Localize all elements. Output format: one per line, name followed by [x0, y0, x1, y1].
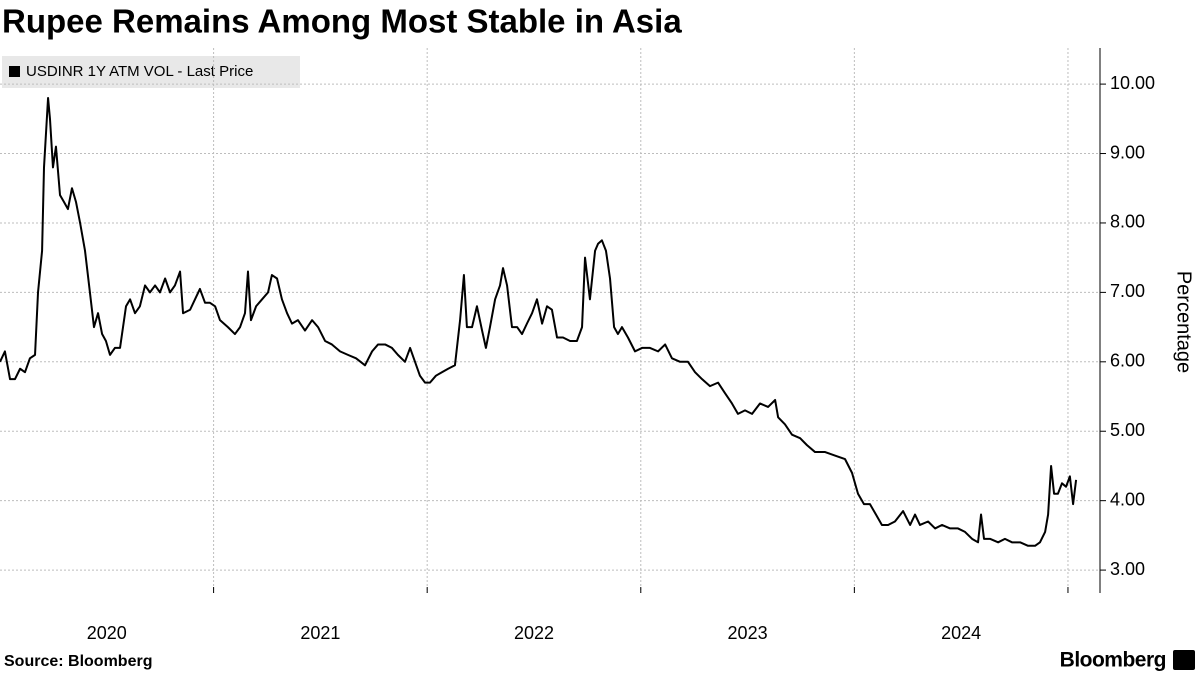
legend-box: [2, 56, 300, 88]
x-tick-label: 2021: [300, 623, 340, 643]
y-tick-label: 5.00: [1110, 420, 1145, 440]
source: Source: Bloomberg: [4, 653, 152, 670]
x-tick-label: 2023: [728, 623, 768, 643]
y-tick-label: 6.00: [1110, 351, 1145, 371]
y-axis-label: Percentage: [1173, 271, 1195, 373]
legend-swatch: [9, 66, 20, 77]
y-tick-label: 10.00: [1110, 73, 1155, 93]
x-tick-label: 2022: [514, 623, 554, 643]
x-tick-label: 2020: [87, 623, 127, 643]
line-series: [0, 96, 1078, 547]
y-tick-label: 3.00: [1110, 559, 1145, 579]
y-tick-label: 4.00: [1110, 489, 1145, 509]
legend-label: USDINR 1Y ATM VOL - Last Price: [26, 63, 253, 80]
y-tick-label: 9.00: [1110, 142, 1145, 162]
brand: Bloomberg: [1060, 649, 1166, 672]
brand-icon: [1173, 650, 1195, 670]
x-tick-label: 2024: [941, 623, 981, 643]
y-tick-label: 8.00: [1110, 212, 1145, 232]
y-tick-label: 7.00: [1110, 281, 1145, 301]
chart-title: Rupee Remains Among Most Stable in Asia: [2, 3, 682, 40]
